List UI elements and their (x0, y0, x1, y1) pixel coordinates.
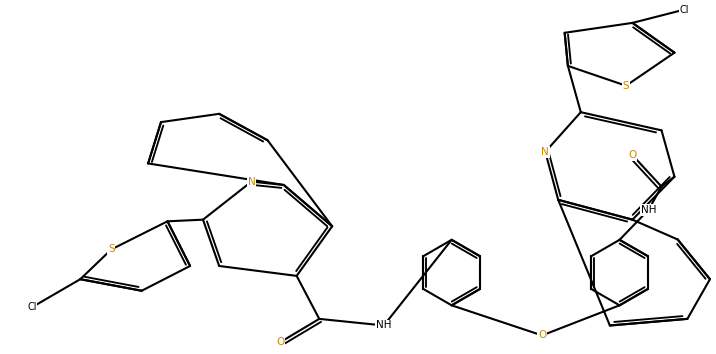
Text: NH: NH (641, 205, 657, 215)
Text: Cl: Cl (27, 302, 37, 312)
Text: O: O (276, 337, 285, 347)
Text: O: O (629, 150, 637, 160)
Text: NH: NH (376, 320, 392, 331)
Text: S: S (108, 244, 115, 255)
Text: N: N (541, 147, 549, 157)
Text: O: O (538, 330, 546, 341)
Text: Cl: Cl (679, 5, 689, 15)
Text: N: N (248, 177, 256, 187)
Text: S: S (623, 81, 629, 91)
